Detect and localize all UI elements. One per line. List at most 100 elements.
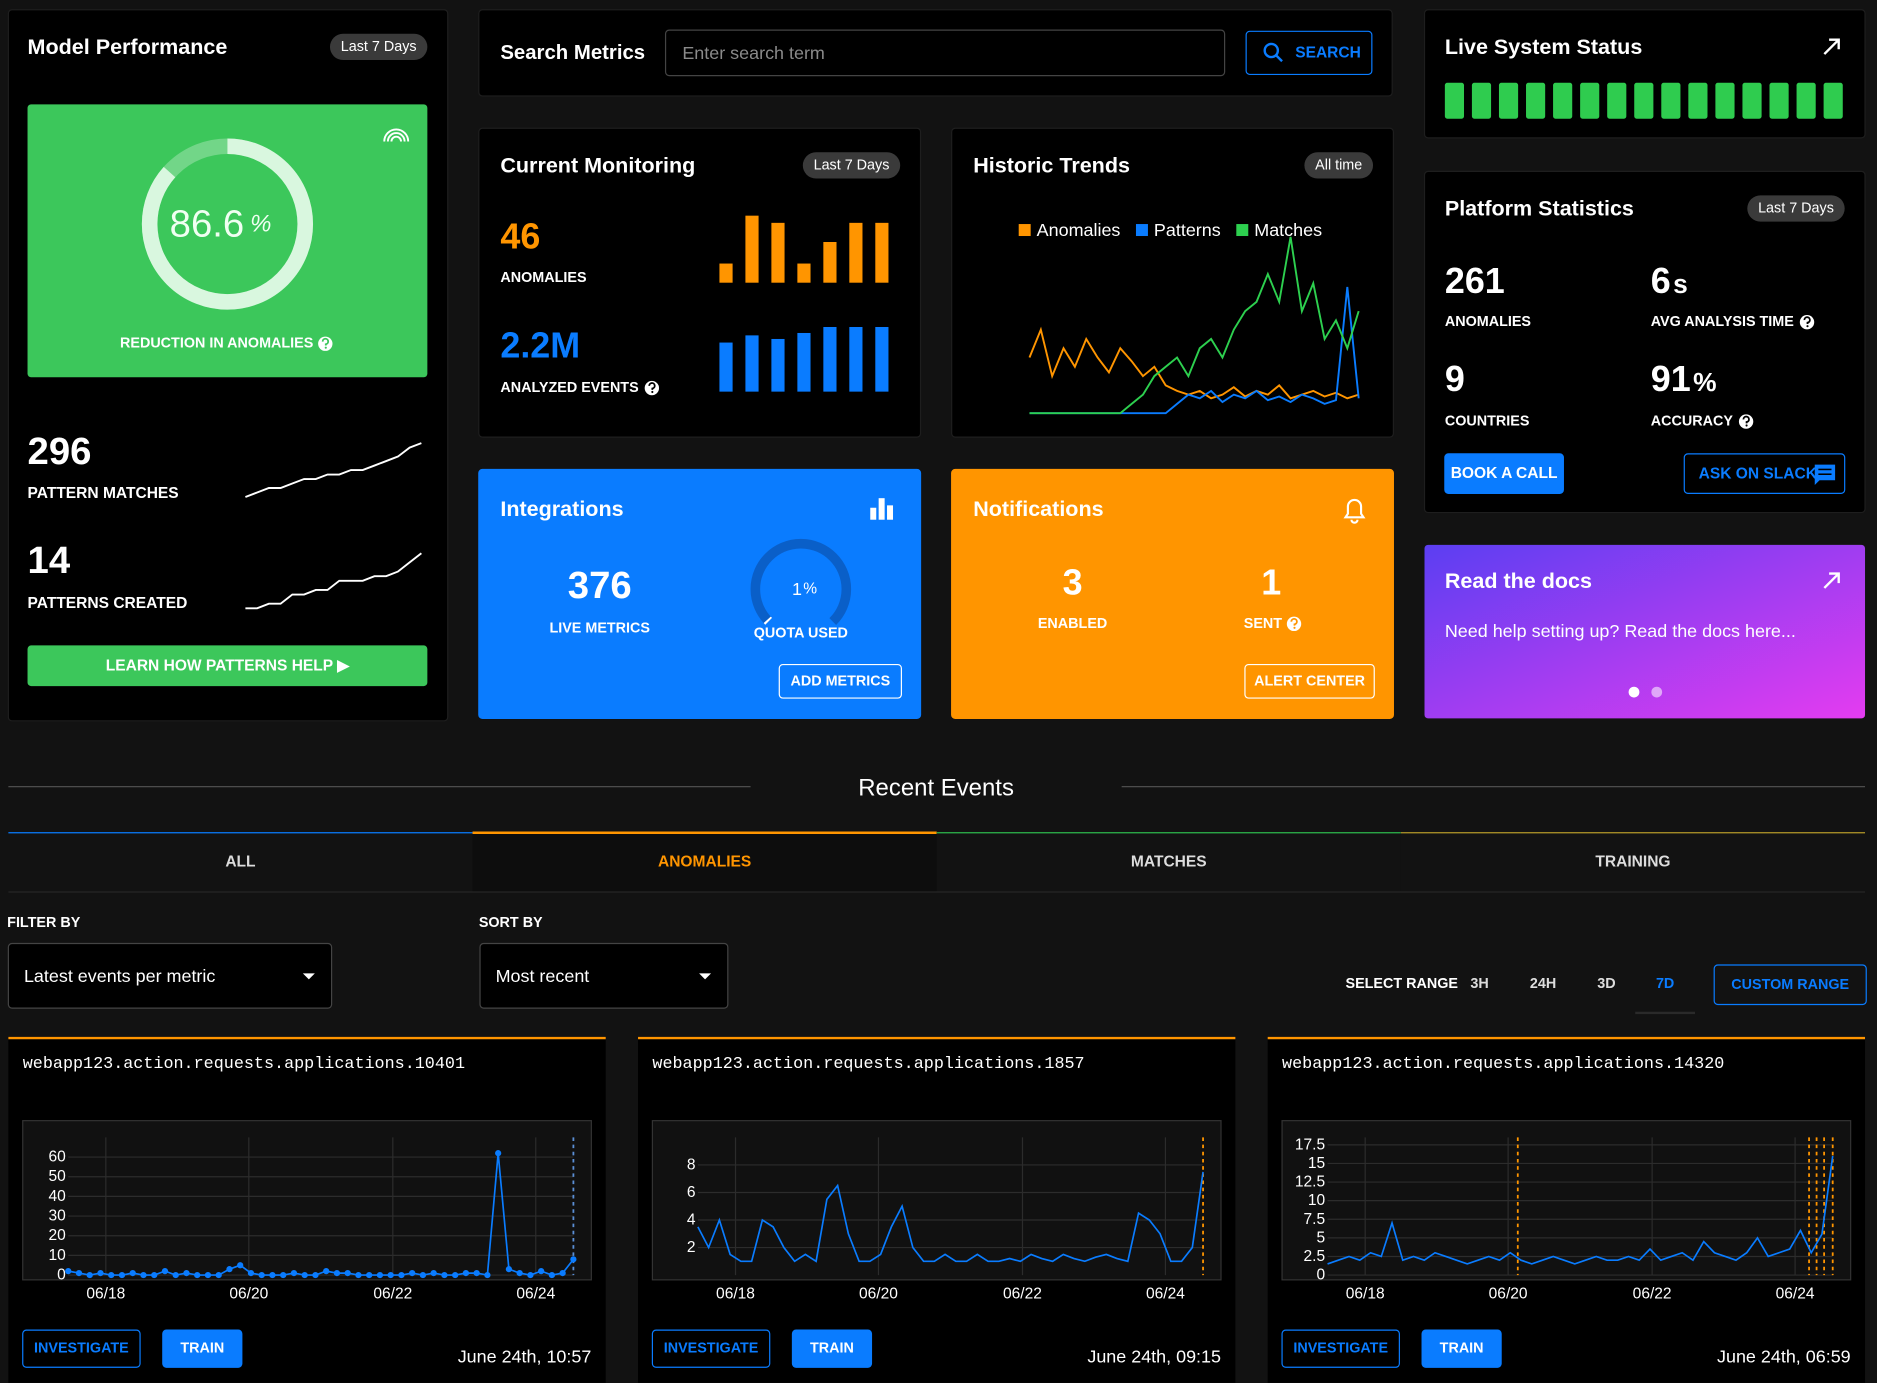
legend-label: Anomalies bbox=[1037, 220, 1121, 240]
tab-label[interactable]: ALL bbox=[225, 854, 256, 871]
x-tick-label: 06/18 bbox=[86, 1286, 125, 1303]
button[interactable] bbox=[27, 645, 428, 687]
bar bbox=[771, 222, 785, 283]
external-link-icon[interactable] bbox=[1823, 38, 1840, 55]
button-label[interactable]: INVESTIGATE bbox=[1293, 1341, 1388, 1357]
button[interactable] bbox=[791, 1329, 873, 1368]
badge bbox=[1304, 152, 1374, 179]
event-card: webapp123.action.requests.applications.1… bbox=[1267, 1036, 1866, 1383]
button[interactable] bbox=[1281, 1329, 1400, 1368]
docs-text: Need help setting up? Read the docs here… bbox=[1445, 621, 1796, 641]
series-point bbox=[97, 1269, 104, 1277]
carousel-dot[interactable] bbox=[1628, 686, 1640, 698]
x-tick-label: 06/20 bbox=[229, 1286, 268, 1303]
button[interactable] bbox=[162, 1329, 243, 1368]
button-label[interactable]: TRAIN bbox=[180, 1341, 224, 1357]
tab[interactable] bbox=[472, 832, 937, 893]
tab-label[interactable]: TRAINING bbox=[1595, 854, 1670, 871]
button-label[interactable]: TRAIN bbox=[1440, 1341, 1484, 1357]
search-input[interactable] bbox=[664, 29, 1226, 77]
button-label[interactable]: LEARN HOW PATTERNS HELP ▶ bbox=[106, 657, 350, 674]
series-line bbox=[697, 1171, 1204, 1263]
stat-label: QUOTA USED bbox=[754, 625, 848, 641]
external-link-icon[interactable] bbox=[1823, 572, 1840, 589]
gauge-unit: % bbox=[250, 211, 271, 238]
field-label: SORT BY bbox=[479, 915, 543, 931]
series-point bbox=[215, 1271, 222, 1279]
quota-unit: % bbox=[803, 581, 817, 598]
series-point bbox=[280, 1271, 287, 1279]
button[interactable] bbox=[1713, 964, 1867, 1006]
series-point bbox=[237, 1262, 244, 1269]
dropdown-value[interactable]: Most recent bbox=[496, 966, 590, 986]
button[interactable] bbox=[778, 663, 902, 699]
dropdown-value[interactable]: Latest events per metric bbox=[24, 966, 215, 986]
range-option[interactable]: 3H bbox=[1470, 976, 1488, 992]
series-point bbox=[344, 1269, 351, 1277]
status-bar bbox=[1796, 82, 1816, 119]
tab[interactable] bbox=[8, 832, 473, 893]
button-label[interactable]: CUSTOM RANGE bbox=[1731, 977, 1849, 993]
carousel-dot[interactable] bbox=[1651, 686, 1663, 698]
badge bbox=[329, 33, 428, 61]
button-label[interactable]: INVESTIGATE bbox=[664, 1341, 759, 1357]
range-option[interactable]: 3D bbox=[1597, 976, 1615, 992]
button-label[interactable]: TRAIN bbox=[810, 1341, 854, 1357]
button[interactable] bbox=[1444, 453, 1564, 494]
bar bbox=[875, 326, 889, 392]
panel-background[interactable] bbox=[1424, 544, 1866, 719]
button[interactable] bbox=[651, 1329, 771, 1368]
x-tick-label: 06/24 bbox=[1776, 1286, 1815, 1303]
tab[interactable] bbox=[1400, 832, 1866, 893]
button-label[interactable]: ALERT CENTER bbox=[1254, 673, 1366, 689]
y-tick-label: 60 bbox=[49, 1149, 67, 1166]
button-label[interactable]: ADD METRICS bbox=[790, 673, 890, 689]
dropdown[interactable] bbox=[479, 942, 729, 1009]
bar bbox=[849, 326, 863, 392]
button-label[interactable]: ASK ON SLACK bbox=[1699, 466, 1818, 483]
series-point bbox=[462, 1269, 470, 1277]
dropdown-caret bbox=[302, 973, 315, 980]
legend-swatch bbox=[1236, 224, 1249, 237]
search-button[interactable] bbox=[1245, 30, 1373, 76]
range-option[interactable]: 7D bbox=[1656, 976, 1674, 992]
dropdown[interactable] bbox=[7, 942, 333, 1009]
legend-label: Matches bbox=[1254, 220, 1322, 240]
series-point bbox=[108, 1271, 115, 1279]
panel-title: Read the docs bbox=[1445, 569, 1592, 593]
button[interactable] bbox=[22, 1329, 141, 1368]
tab[interactable] bbox=[936, 832, 1401, 893]
metric-label: ANOMALIES bbox=[500, 270, 587, 286]
range-option[interactable]: 24H bbox=[1530, 976, 1556, 992]
stat-label: PATTERN MATCHES bbox=[28, 485, 179, 502]
stat-value: 1 bbox=[1261, 561, 1281, 602]
series-point bbox=[65, 1268, 72, 1275]
tab-label[interactable]: MATCHES bbox=[1131, 854, 1207, 871]
series-point bbox=[151, 1271, 158, 1279]
status-bar bbox=[1742, 82, 1762, 119]
bell-icon[interactable] bbox=[1343, 498, 1366, 524]
series-point bbox=[129, 1269, 136, 1277]
metric-name: webapp123.action.requests.applications.1… bbox=[23, 1055, 465, 1074]
series-point bbox=[398, 1271, 405, 1279]
fingerprint-icon bbox=[390, 135, 402, 142]
x-tick-label: 06/24 bbox=[516, 1286, 555, 1303]
button[interactable] bbox=[1421, 1329, 1502, 1368]
button[interactable] bbox=[1683, 453, 1846, 494]
status-bar bbox=[1444, 82, 1465, 119]
button-label[interactable]: BOOK A CALL bbox=[1451, 465, 1558, 482]
search-placeholder[interactable]: Enter search term bbox=[682, 43, 825, 63]
status-bar bbox=[1580, 82, 1600, 119]
button-label[interactable]: SEARCH bbox=[1295, 44, 1361, 61]
search-icon bbox=[1263, 42, 1280, 59]
tab-label[interactable]: ANOMALIES bbox=[658, 854, 751, 871]
fingerprint-icon bbox=[383, 128, 410, 142]
badge-text: Last 7 Days bbox=[1758, 200, 1834, 216]
bar bbox=[849, 222, 863, 283]
chart-frame bbox=[651, 1120, 1222, 1281]
button[interactable] bbox=[1244, 663, 1375, 699]
button-label[interactable]: INVESTIGATE bbox=[34, 1341, 129, 1357]
help-icon-dot bbox=[324, 346, 327, 349]
series-point bbox=[194, 1271, 201, 1279]
